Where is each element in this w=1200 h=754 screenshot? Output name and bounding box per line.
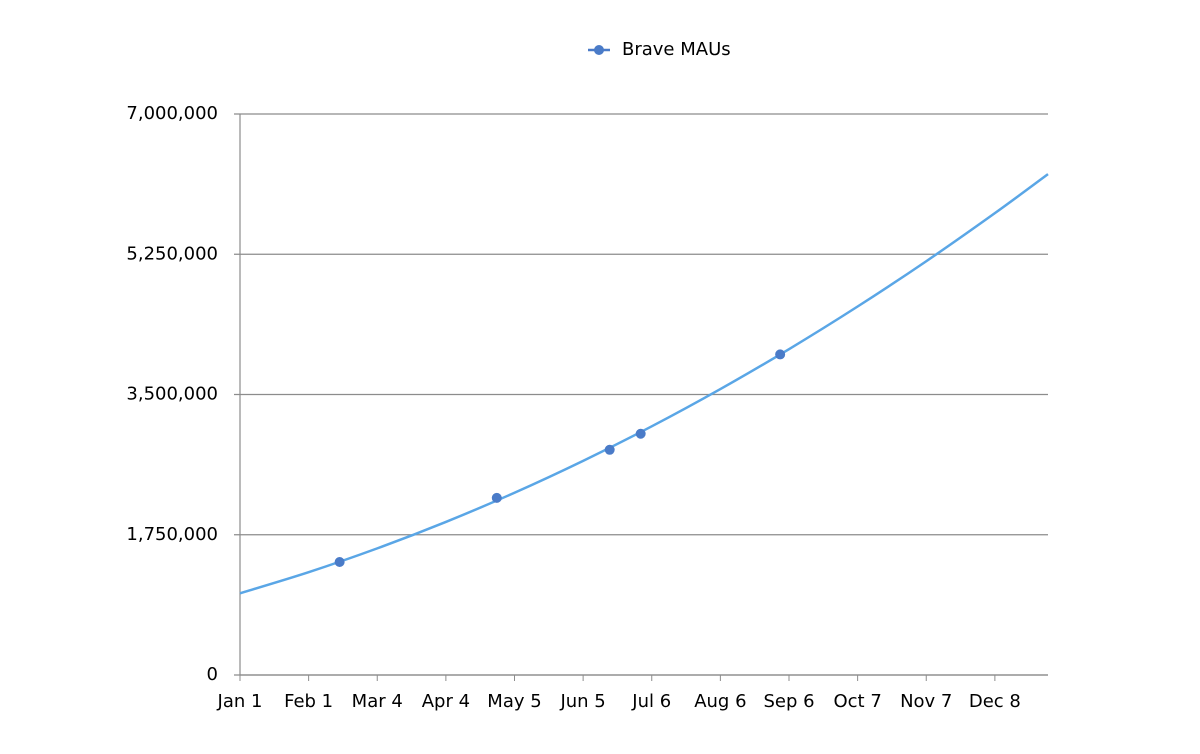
y-tick-label: 0 xyxy=(207,664,218,685)
trendline xyxy=(239,173,1049,595)
x-tick-label: Mar 4 xyxy=(352,691,403,712)
data-point xyxy=(635,428,646,439)
data-point xyxy=(334,556,345,567)
y-tick-label: 7,000,000 xyxy=(126,103,218,124)
x-tick-label: Sep 6 xyxy=(763,691,814,712)
y-tick-label: 1,750,000 xyxy=(126,524,218,545)
data-point xyxy=(604,444,615,455)
x-tick-label: Apr 4 xyxy=(422,691,470,712)
x-tick-label: Jul 6 xyxy=(631,691,671,712)
x-tick-label: Jun 5 xyxy=(559,691,605,712)
data-point xyxy=(491,492,502,503)
x-tick-label: Feb 1 xyxy=(284,691,333,712)
y-tick-label: 3,500,000 xyxy=(126,384,218,405)
legend-marker xyxy=(594,45,604,55)
legend-label: Brave MAUs xyxy=(622,39,731,60)
x-tick-label: Aug 6 xyxy=(694,691,746,712)
x-tick-label: Dec 8 xyxy=(969,691,1021,712)
x-tick-label: Jan 1 xyxy=(217,691,263,712)
x-tick-label: May 5 xyxy=(487,691,541,712)
x-tick-label: Nov 7 xyxy=(900,691,952,712)
x-tick-label: Oct 7 xyxy=(833,691,881,712)
y-tick-label: 5,250,000 xyxy=(126,243,218,264)
data-point xyxy=(775,349,786,360)
